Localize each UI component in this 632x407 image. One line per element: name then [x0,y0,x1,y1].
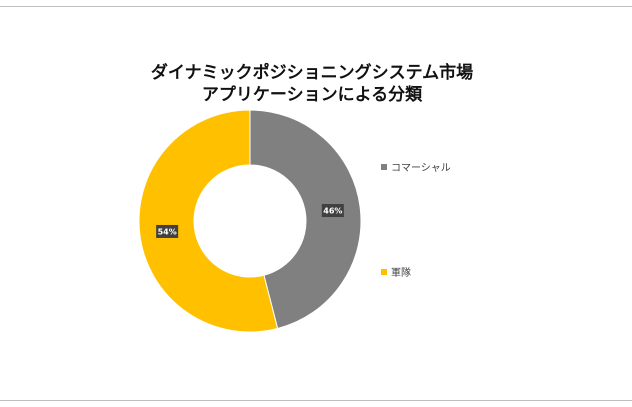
data-labels-group: 46% 54% [156,204,344,238]
top-divider [0,6,632,7]
legend-swatch [381,269,387,275]
bottom-divider [0,400,632,401]
legend-label: 軍隊 [391,266,411,279]
data-label-text: 46% [323,207,342,216]
data-label-text: 54% [158,227,177,236]
slice-2 [138,109,279,333]
data-label-bg [156,224,179,238]
slice-1 [249,109,362,330]
legend-item-2: 軍隊 [381,266,411,279]
data-label-bg [321,204,344,218]
slices-group [138,109,362,333]
chart-title-line-2: アプリケーションによる分類 [202,84,423,105]
chart-title-line-1: ダイナミックポジショニングシステム市場 [151,62,473,83]
legend-item-1: コマーシャル [381,163,451,174]
data-label-1: 46% [321,204,344,218]
data-label-2: 54% [156,224,179,238]
legend-swatch [381,164,387,170]
legend-label: コマーシャル [391,163,451,174]
